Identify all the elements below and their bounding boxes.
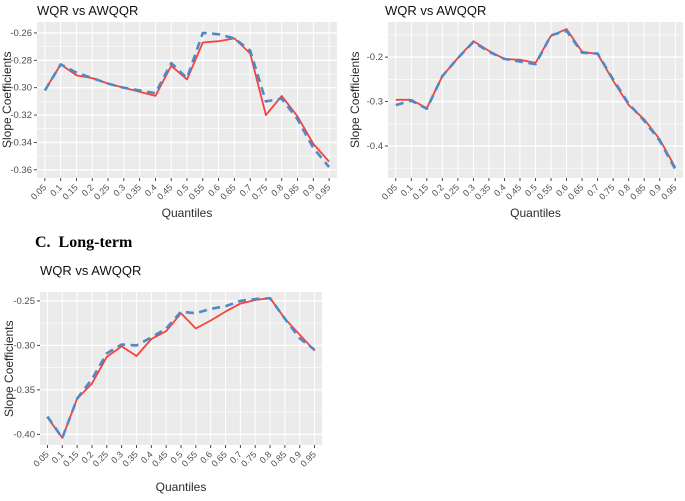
- y-tick-label: -0.30: [13, 340, 35, 351]
- chart-canvas: -0.26-0.28-0.30-0.32-0.34-0.360.05 0.10.1…: [10, 22, 337, 202]
- y-axis-label: Slope Coefficients: [0, 51, 14, 149]
- wqr-solid-line: [44, 37, 330, 163]
- x-tick-label: 0.75: [250, 182, 269, 201]
- x-tick-label: 0.15: [411, 182, 430, 201]
- x-tick-label: 0.95: [299, 449, 318, 468]
- y-tick-label: -0.3: [367, 97, 383, 108]
- x-tick-label: 0.05: [31, 449, 50, 468]
- x-tick-label: 0.65: [566, 182, 585, 201]
- x-tick-label: 0.35: [120, 449, 139, 468]
- chart-title: WQR vs AWQQR: [385, 3, 487, 18]
- y-axis-label: Slope Coefficients: [2, 320, 16, 417]
- x-tick-label: 0.05: [380, 182, 399, 201]
- chart-top-left: -0.26 -0.28 -0.30 -0.32 -0.34 -0.36 0.05 0.1 0.1…: [0, 0, 342, 230]
- x-tick-label: 0.05: [29, 182, 48, 201]
- x-tick-label: 0.85: [281, 182, 300, 201]
- y-tick-label: -0.25: [13, 296, 35, 307]
- y-axis-label: Slope Coefficients: [348, 51, 362, 149]
- chart-title: WQR vs AWQQR: [40, 263, 142, 278]
- x-tick-label: 0.95: [313, 182, 332, 201]
- chart-canvas: -0.25-0.30-0.35-0.400.050.10.150.20.250.…: [13, 292, 322, 469]
- awqqr-dashed-line: [46, 296, 316, 440]
- y-tick-label: -0.35: [13, 385, 35, 396]
- x-tick-label: 0.45: [504, 182, 523, 201]
- section-heading-c: C. Long-term: [35, 234, 133, 251]
- x-tick-label: 0.95: [659, 182, 678, 201]
- x-tick-label: 0.15: [61, 449, 80, 468]
- x-tick-label: 0.55: [535, 182, 554, 201]
- chart-bottom-left: -0.25 -0.30 -0.35 -0.40 0.05 0.1 0.15 0.2 0.25 0.…: [0, 258, 342, 501]
- x-tick-label: 0.25: [92, 182, 111, 201]
- y-tick-label: -0.32: [10, 110, 32, 121]
- x-tick-label: 0.35: [124, 182, 143, 201]
- y-tick-label: -0.40: [13, 429, 35, 440]
- awqqr-dashed-line: [43, 31, 331, 168]
- x-tick-label: 0.25: [91, 449, 110, 468]
- x-tick-label: 0.65: [209, 449, 228, 468]
- x-tick-label: 0.55: [180, 449, 199, 468]
- y-tick-label: -0.36: [10, 165, 32, 176]
- chart-top-right: -0.2 -0.3 -0.4 0.05 0.1 0.15 0.2 0.25 0.3 0.35 0.4…: [342, 0, 685, 230]
- x-tick-label: 0.15: [60, 182, 79, 201]
- x-tick-label: 0.75: [239, 449, 258, 468]
- x-axis-label: Quantiles: [161, 206, 213, 220]
- x-tick-label: 0.75: [597, 182, 616, 201]
- awqqr-dashed-line: [395, 29, 677, 170]
- x-tick-label: 0.85: [628, 182, 647, 201]
- x-axis-label: Quantiles: [155, 480, 207, 494]
- x-tick-label: 0.85: [269, 449, 288, 468]
- chart-canvas: -0.2-0.3-0.40.05 0.10.15 0.20.25 0.30.35 0.4…: [367, 22, 683, 202]
- y-tick-label: -0.26: [10, 28, 32, 39]
- chart-title: WQR vs AWQQR: [37, 3, 139, 18]
- x-tick-label: 0.25: [442, 182, 461, 201]
- x-tick-label: 0.55: [187, 182, 206, 201]
- x-tick-label: 0.35: [473, 182, 492, 201]
- x-tick-label: 0.45: [155, 182, 174, 201]
- y-tick-label: -0.34: [10, 137, 32, 148]
- x-axis-label: Quantiles: [510, 206, 561, 220]
- y-tick-label: -0.2: [367, 52, 383, 63]
- y-tick-label: -0.28: [10, 55, 32, 66]
- y-tick-label: -0.4: [367, 141, 383, 152]
- x-tick-label: 0.45: [150, 449, 169, 468]
- x-tick-label: 0.65: [218, 182, 237, 201]
- y-tick-label: -0.30: [10, 83, 32, 94]
